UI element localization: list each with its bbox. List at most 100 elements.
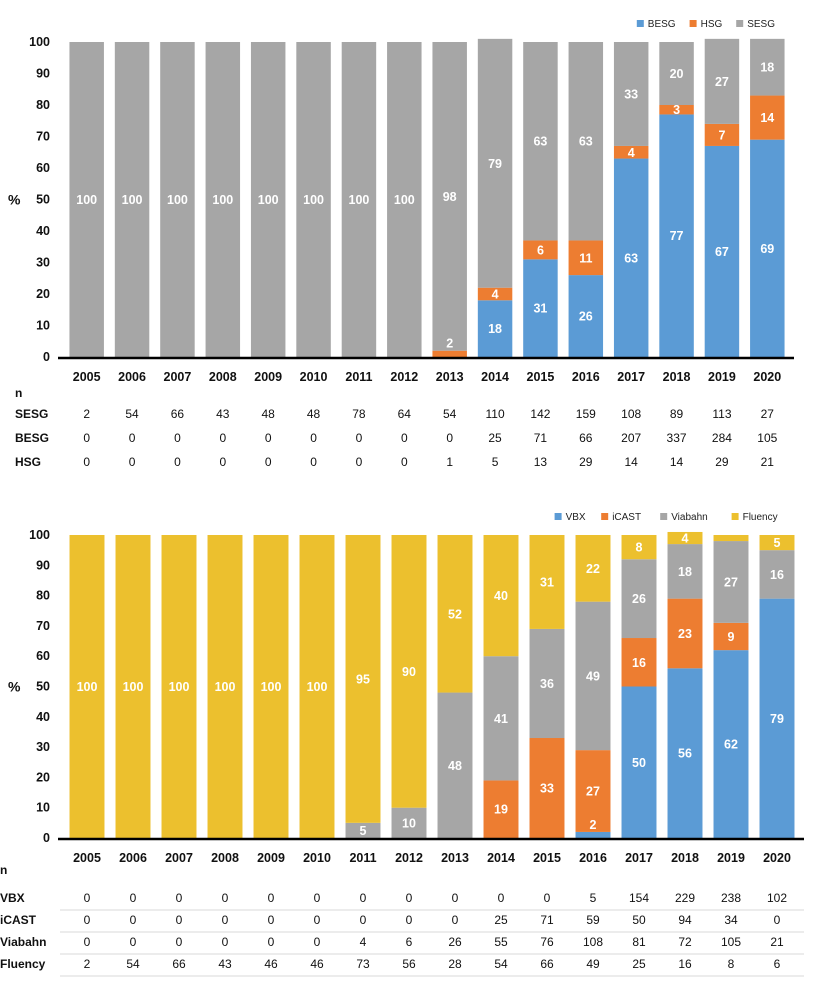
x-tick-label: 2013: [436, 370, 464, 384]
bar-sesg-2008: [205, 42, 241, 357]
data-label-fluency-2013: 52: [448, 607, 462, 621]
bar-hsg-2013: [432, 350, 467, 357]
bar-besg-2015: [523, 259, 558, 357]
data-label-hsg-2016: 11: [579, 251, 592, 265]
table-cell: 0: [84, 913, 91, 927]
table-cell: 0: [219, 431, 226, 445]
x-tick-label: 2006: [119, 851, 147, 865]
data-label-sesg-2007: 100: [167, 193, 188, 207]
data-label-fluency-2014: 40: [494, 589, 508, 603]
table-cell: 0: [774, 913, 781, 927]
data-label-fluency-2018: 4: [682, 532, 689, 546]
data-label-viabahn-2017: 26: [632, 592, 646, 606]
table-header: n: [15, 386, 22, 400]
data-label-vbx-2018: 56: [678, 747, 692, 761]
data-label-sesg-2008: 100: [212, 193, 233, 207]
data-label-vbx-2019: 62: [724, 738, 738, 752]
bar-fluency-2015: [529, 535, 565, 629]
legend-swatch-icast: [601, 513, 609, 520]
legend-label: BESG: [648, 19, 676, 30]
bar-hsg-2016: [568, 240, 604, 276]
bar-fluency-2008: [207, 535, 243, 838]
x-tick-label: 2015: [527, 370, 555, 384]
y-tick-label: 60: [36, 161, 50, 175]
x-tick-label: 2007: [165, 851, 193, 865]
bar-vbx-2016: [575, 831, 611, 838]
table-cell: 50: [632, 913, 646, 927]
x-tick-label: 2005: [73, 851, 101, 865]
table-cell: 105: [721, 935, 741, 949]
table-cell: 27: [761, 407, 775, 421]
y-tick-label: 0: [43, 831, 50, 845]
table-cell: 71: [534, 431, 548, 445]
bar-hsg-2017: [613, 145, 649, 159]
x-tick-label: 2008: [209, 370, 237, 384]
table-cell: 48: [307, 407, 321, 421]
data-label-viabahn-2020: 16: [770, 568, 784, 582]
table-cell: 0: [314, 891, 321, 905]
table-cell: 46: [310, 957, 324, 971]
y-tick-label: 50: [36, 193, 50, 207]
bar-fluency-2010: [299, 535, 335, 838]
table-cell: 229: [675, 891, 695, 905]
data-label-icast-2019: 9: [728, 630, 735, 644]
y-tick-label: 100: [29, 528, 50, 542]
x-tick-label: 2009: [254, 370, 282, 384]
table-cell: 0: [222, 913, 229, 927]
x-tick-label: 2019: [708, 370, 736, 384]
data-label-viabahn-2018: 18: [678, 565, 692, 579]
bar-sesg-2007: [160, 42, 195, 357]
legend-label: VBX: [566, 512, 586, 523]
bar-viabahn-2019: [713, 541, 749, 623]
bars: 100 100 100 100 100 100 100 100 2 98 18 4 79 31 6 63 26 1…: [69, 38, 785, 357]
bar-fluency-2009: [253, 535, 289, 838]
bar-besg-2019: [704, 145, 740, 357]
legend: SESG HSG BESG: [636, 19, 775, 30]
legend-swatch-hsg: [689, 20, 697, 27]
bar-vbx-2017: [621, 686, 657, 838]
data-label-icast-2017: 16: [632, 656, 646, 670]
table-cell: 66: [579, 431, 593, 445]
bar-fluency-2019: [713, 535, 749, 542]
table-cell: 25: [632, 957, 646, 971]
bar-viabahn-2014: [483, 656, 519, 781]
bar-sesg-2016: [568, 42, 604, 241]
bar-icast-2019: [713, 622, 749, 651]
table-cell: 0: [176, 935, 183, 949]
table-cell: 0: [265, 455, 272, 469]
legend-label: SESG: [747, 19, 775, 30]
x-tick-label: 2012: [395, 851, 423, 865]
table-cell: 0: [360, 913, 367, 927]
bar-hsg-2019: [704, 123, 740, 146]
data-label-sesg-2006: 100: [122, 193, 143, 207]
data-label-viabahn-2011: 5: [360, 824, 367, 838]
x-tick-label: 2020: [753, 370, 781, 384]
data-label-icast-2016: 27: [586, 785, 600, 799]
y-tick-label: 80: [36, 98, 50, 112]
bar-sesg-2005: [69, 42, 104, 357]
bar-fluency-2016: [575, 535, 611, 602]
table-cell: 29: [715, 455, 729, 469]
y-tick-label: 60: [36, 649, 50, 663]
table-cell: 0: [174, 455, 181, 469]
bar-sesg-2014: [477, 38, 513, 288]
table-cell: 5: [492, 455, 499, 469]
data-label-besg-2020: 69: [760, 242, 774, 256]
data-label-besg-2016: 26: [579, 310, 593, 324]
table-cell: 59: [586, 913, 600, 927]
table-cell: 21: [761, 455, 775, 469]
x-tick-label: 2011: [349, 851, 376, 865]
legend-swatch-vbx: [554, 513, 562, 520]
data-label-fluency-2007: 100: [169, 680, 190, 694]
table-cell: 55: [494, 935, 508, 949]
data-label-sesg-2005: 100: [76, 193, 97, 207]
bar-fluency-2013: [437, 535, 473, 693]
table-cell: 64: [398, 407, 412, 421]
table-cell: 337: [667, 431, 687, 445]
data-label-viabahn-2012: 10: [402, 816, 416, 830]
table-row-label-fluency: Fluency: [0, 957, 46, 971]
data-label-fluency-2008: 100: [215, 680, 236, 694]
table-cell: 5: [590, 891, 597, 905]
table-cell: 54: [494, 957, 508, 971]
x-tick-label: 2009: [257, 851, 285, 865]
